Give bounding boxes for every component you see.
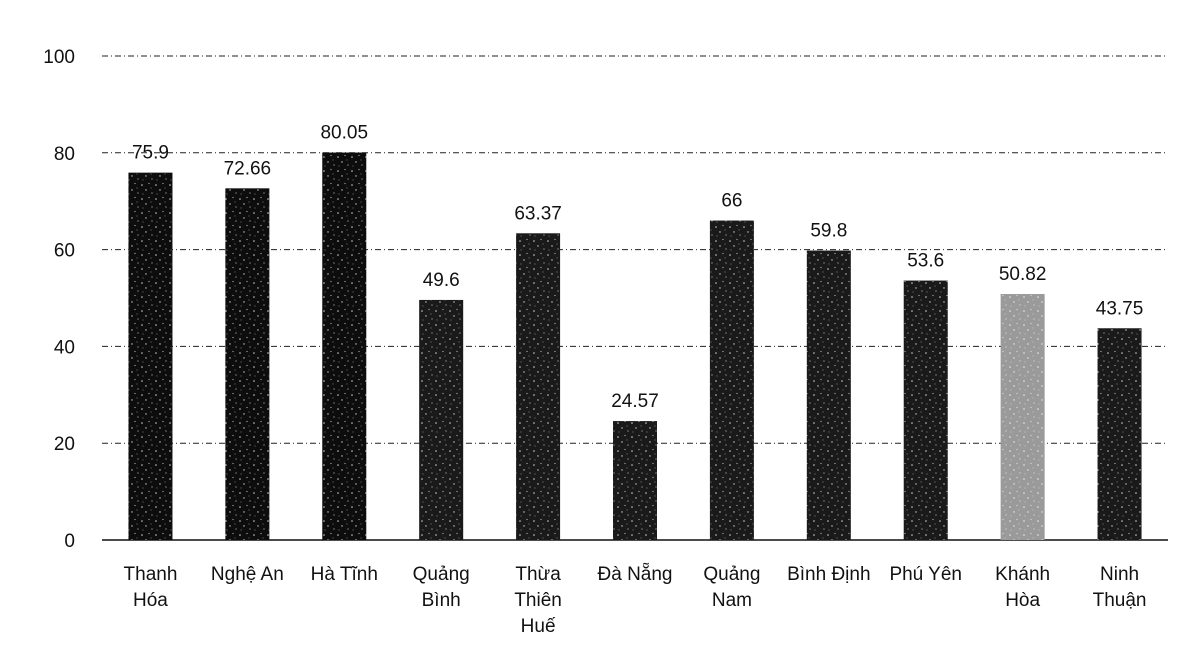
y-tick-label: 20: [54, 434, 75, 455]
x-category-label: Khánh Hòa: [995, 564, 1050, 611]
x-axis-categories: Thanh Hóa Nghệ An Hà Tĩnh Quảng Bình Thừa Thiên…: [124, 564, 1147, 637]
data-label: 53.6: [907, 251, 944, 272]
bar-texture: [1097, 328, 1142, 540]
data-label: 49.6: [423, 270, 460, 291]
x-category-label: Thừa Thiên Huế: [514, 564, 562, 637]
data-label: 63.37: [514, 203, 562, 224]
bar-texture: [806, 250, 851, 540]
bar-group: [1000, 294, 1045, 540]
bar-group: [613, 421, 657, 540]
y-tick-label: 100: [43, 47, 75, 68]
x-category-label: Ninh Thuận: [1093, 564, 1147, 611]
bar-texture: [613, 421, 657, 540]
bar-texture: [709, 220, 754, 540]
bar-texture: [516, 233, 561, 541]
bar-texture: [128, 172, 173, 541]
y-tick-label: 60: [54, 241, 75, 262]
x-category-label: Quảng Nam: [703, 564, 760, 611]
bar-texture: [322, 152, 367, 541]
data-label: 72.66: [224, 158, 272, 179]
data-label: 80.05: [320, 123, 368, 144]
y-tick-label: 80: [54, 144, 75, 165]
bar-texture: [903, 280, 948, 540]
data-label: 59.8: [810, 221, 847, 242]
x-category-label: Thanh Hóa: [124, 564, 178, 611]
data-label: 24.57: [611, 391, 659, 412]
bar-group: [225, 188, 270, 540]
x-category-label: Bình Định: [787, 564, 870, 585]
bar-texture: [225, 188, 270, 540]
bar-group: [419, 299, 464, 540]
bar-group: [903, 280, 948, 540]
bar-texture: [419, 299, 464, 540]
y-tick-label: 0: [64, 531, 75, 552]
data-label: 66: [721, 191, 742, 212]
bar-group: [516, 233, 561, 541]
bar-group: [806, 250, 851, 540]
x-category-label: Nghệ An: [211, 564, 284, 585]
bar-group: [128, 172, 173, 541]
y-tick-label: 40: [54, 337, 75, 358]
data-label: 75.9: [132, 143, 169, 164]
data-label: 43.75: [1096, 298, 1144, 319]
data-labels: 75.9 72.66 80.05 49.6 63.37 24.57 66 59.8 53.6 50…: [132, 123, 1143, 413]
bars: [128, 152, 1142, 541]
bar-texture: [1000, 294, 1045, 540]
bar-group: [322, 152, 367, 541]
x-category-label: Đà Nẵng: [598, 564, 673, 585]
data-label: 50.82: [999, 264, 1047, 285]
bar-group: [709, 220, 754, 540]
bar-group: [1097, 328, 1142, 540]
x-category-label: Phú Yên: [889, 564, 962, 585]
y-axis-ticks: 0 20 40 60 80 100: [43, 47, 75, 552]
x-category-label: Hà Tĩnh: [311, 564, 378, 585]
x-category-label: Quảng Bình: [413, 564, 470, 611]
